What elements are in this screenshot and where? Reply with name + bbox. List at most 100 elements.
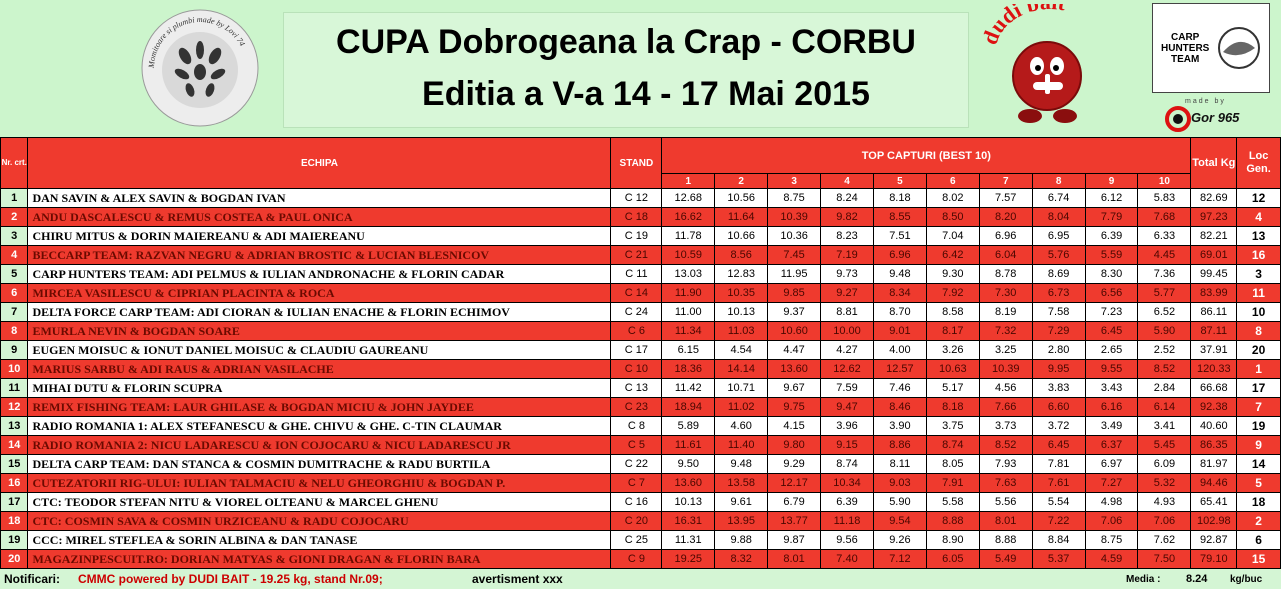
team-name: DAN SAVIN & ALEX SAVIN & BOGDAN IVAN: [27, 188, 612, 208]
catch-weight: 8.84: [1031, 530, 1086, 550]
catch-weight: 9.56: [820, 530, 874, 550]
catch-weight: 11.78: [661, 226, 716, 246]
overall-place: 17: [1236, 378, 1281, 398]
catch-weight: 7.68: [1137, 207, 1192, 227]
head-catch-10: 10: [1137, 173, 1192, 189]
stand-cell: C 21: [610, 245, 663, 265]
catch-weight: 5.90: [1137, 321, 1192, 341]
row-number: 6: [0, 283, 29, 303]
stand-cell: C 20: [610, 511, 663, 531]
overall-place: 1: [1236, 359, 1281, 379]
catch-weight: 7.22: [1031, 511, 1086, 531]
total-kg: 92.38: [1190, 397, 1238, 417]
table-row: 4 BECCARP TEAM: RAZVAN NEGRU & ADRIAN BRO…: [0, 245, 1281, 265]
catch-weight: 9.95: [1031, 359, 1086, 379]
catch-weight: 10.71: [714, 378, 769, 398]
catch-weight: 4.27: [820, 340, 874, 360]
catch-weight: 7.12: [872, 549, 927, 569]
catch-weight: 10.59: [661, 245, 716, 265]
catch-weight: 8.23: [820, 226, 874, 246]
catch-weight: 13.60: [661, 473, 716, 493]
overall-place: 10: [1236, 302, 1281, 322]
catch-weight: 7.27: [1084, 473, 1139, 493]
title-box: CUPA Dobrogeana la Crap - CORBU Editia a…: [283, 12, 969, 128]
overall-place: 18: [1236, 492, 1281, 512]
catch-weight: 8.56: [714, 245, 769, 265]
catch-weight: 6.09: [1137, 454, 1192, 474]
catch-weight: 5.37: [1031, 549, 1086, 569]
total-kg: 40.60: [1190, 416, 1238, 436]
team-name: MIHAI DUTU & FLORIN SCUPRA: [27, 378, 612, 398]
catch-weight: 3.90: [872, 416, 927, 436]
carp-logo-line1: CARP: [1171, 32, 1200, 43]
head-nr: Nr. crt.: [0, 137, 29, 189]
row-number: 7: [0, 302, 29, 322]
catch-weight: 7.58: [1031, 302, 1086, 322]
catch-weight: 9.15: [820, 435, 874, 455]
catch-weight: 10.34: [820, 473, 874, 493]
catch-weight: 4.15: [767, 416, 822, 436]
catch-weight: 8.02: [925, 188, 980, 208]
row-number: 3: [0, 226, 29, 246]
catch-weight: 11.95: [767, 264, 822, 284]
catch-weight: 9.27: [820, 283, 874, 303]
total-kg: 82.69: [1190, 188, 1238, 208]
catch-weight: 9.26: [872, 530, 927, 550]
total-kg: 37.91: [1190, 340, 1238, 360]
head-catch-7: 7: [978, 173, 1033, 189]
catch-weight: 9.55: [1084, 359, 1139, 379]
footer-notice: CMMC powered by DUDI BAIT - 19.25 kg, st…: [78, 572, 383, 586]
team-name: RADIO ROMANIA 1: ALEX STEFANESCU & GHE. …: [27, 416, 612, 436]
catch-weight: 5.49: [978, 549, 1033, 569]
catch-weight: 9.37: [767, 302, 822, 322]
catch-weight: 11.90: [661, 283, 716, 303]
row-number: 12: [0, 397, 29, 417]
catch-weight: 19.25: [661, 549, 716, 569]
catch-weight: 6.15: [661, 340, 716, 360]
catch-weight: 7.57: [978, 188, 1033, 208]
catch-weight: 9.03: [872, 473, 927, 493]
table-row: 14 RADIO ROMANIA 2: NICU LADARESCU & ION …: [0, 435, 1281, 455]
catch-weight: 8.19: [978, 302, 1033, 322]
catch-weight: 12.17: [767, 473, 822, 493]
catch-weight: 7.36: [1137, 264, 1192, 284]
catch-weight: 6.56: [1084, 283, 1139, 303]
catch-weight: 3.49: [1084, 416, 1139, 436]
total-kg: 69.01: [1190, 245, 1238, 265]
overall-place: 9: [1236, 435, 1281, 455]
catch-weight: 4.45: [1137, 245, 1192, 265]
row-number: 17: [0, 492, 29, 512]
total-kg: 65.41: [1190, 492, 1238, 512]
row-number: 15: [0, 454, 29, 474]
catch-weight: 7.30: [978, 283, 1033, 303]
stand-cell: C 23: [610, 397, 663, 417]
catch-weight: 4.93: [1137, 492, 1192, 512]
catch-weight: 7.32: [978, 321, 1033, 341]
catch-weight: 3.73: [978, 416, 1033, 436]
team-name: ANDU DASCALESCU & REMUS COSTEA & PAUL ON…: [27, 207, 612, 227]
overall-place: 11: [1236, 283, 1281, 303]
catch-weight: 8.18: [925, 397, 980, 417]
table-row: 20 MAGAZINPESCUIT.RO: DORIAN MATYAS & GIO…: [0, 549, 1281, 569]
team-name: EUGEN MOISUC & IONUT DANIEL MOISUC & CLA…: [27, 340, 612, 360]
total-kg: 94.46: [1190, 473, 1238, 493]
overall-place: 14: [1236, 454, 1281, 474]
catch-weight: 13.58: [714, 473, 769, 493]
catch-weight: 8.04: [1031, 207, 1086, 227]
table-row: 18 CTC: COSMIN SAVA & COSMIN URZICEANU & …: [0, 511, 1281, 531]
stand-cell: C 5: [610, 435, 663, 455]
lead-sinkers-logo-icon: Momitoare si plumbi made by Lovi 74: [141, 9, 259, 127]
catch-weight: 10.13: [714, 302, 769, 322]
team-name: DELTA CARP TEAM: DAN STANCA & COSMIN DUM…: [27, 454, 612, 474]
stand-cell: C 22: [610, 454, 663, 474]
catch-weight: 7.81: [1031, 454, 1086, 474]
catch-weight: 8.46: [872, 397, 927, 417]
team-name: RADIO ROMANIA 2: NICU LADARESCU & ION CO…: [27, 435, 612, 455]
stand-cell: C 18: [610, 207, 663, 227]
catch-weight: 3.43: [1084, 378, 1139, 398]
row-number: 14: [0, 435, 29, 455]
total-kg: 120.33: [1190, 359, 1238, 379]
overall-place: 16: [1236, 245, 1281, 265]
catch-weight: 3.26: [925, 340, 980, 360]
total-kg: 102.98: [1190, 511, 1238, 531]
